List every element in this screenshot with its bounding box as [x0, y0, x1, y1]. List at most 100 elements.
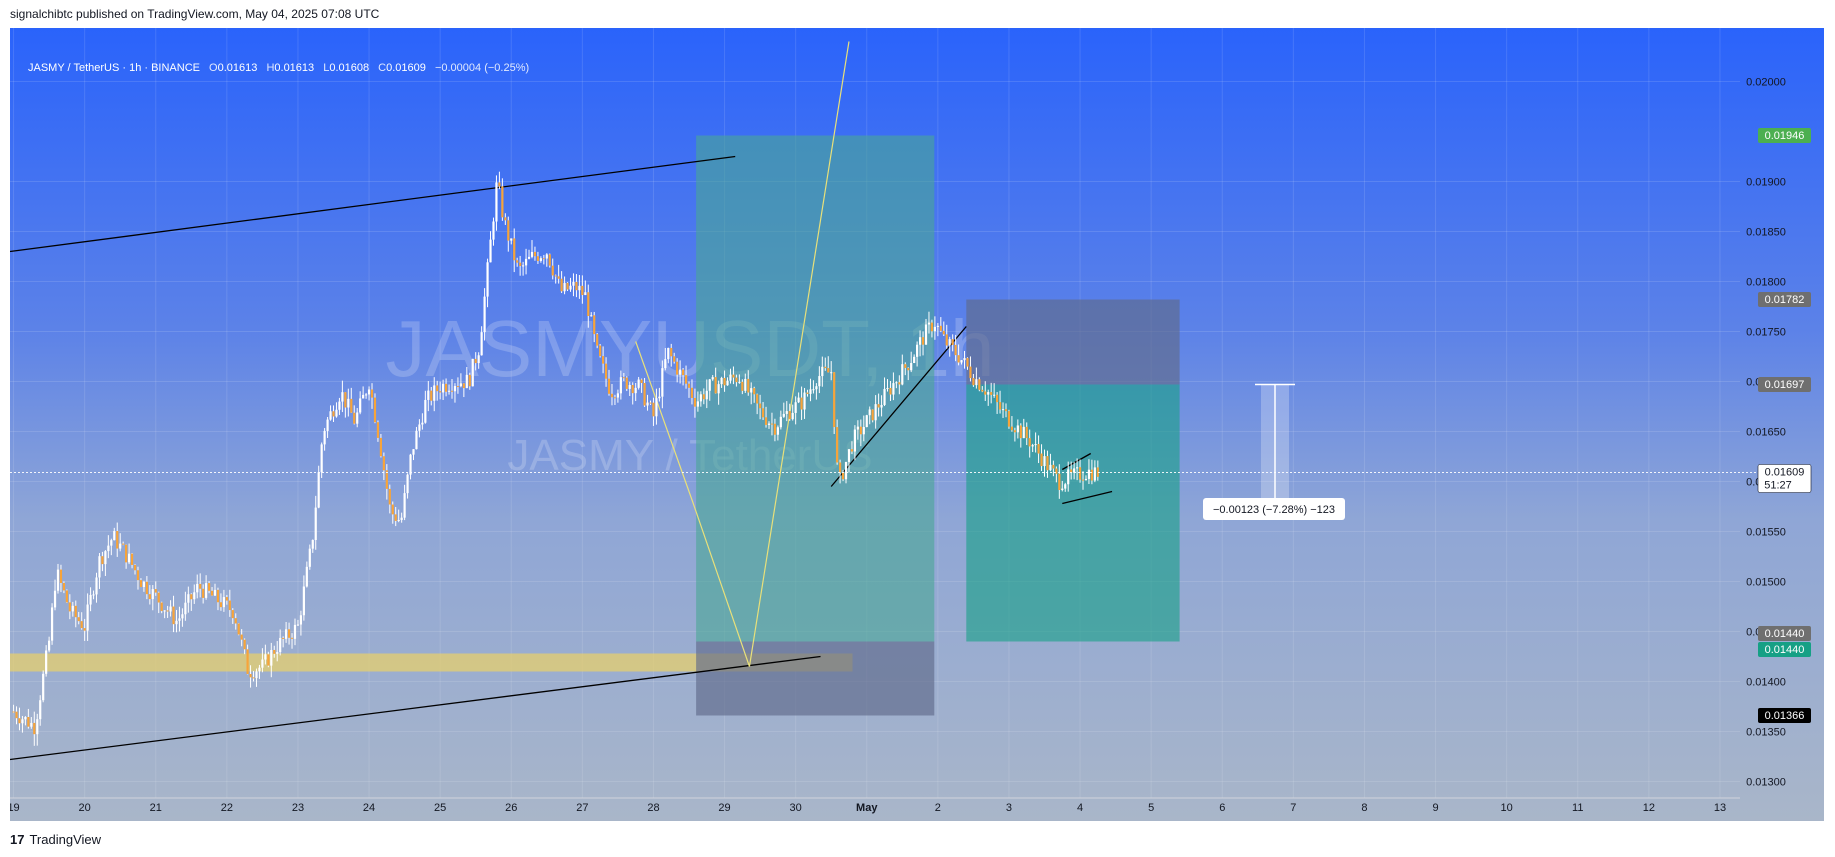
candle-body	[554, 275, 557, 277]
candle-body	[530, 251, 534, 257]
candle-body	[270, 649, 273, 666]
candle-body	[827, 368, 830, 373]
candle-body	[913, 356, 916, 363]
candle-body	[1001, 409, 1005, 411]
chart-area[interactable]: JASMYUSDT, 1h JASMY / TetherUS −0.00123 …	[10, 28, 1824, 821]
candle-body	[290, 637, 294, 639]
candle-body	[71, 605, 74, 612]
candle-body	[625, 377, 628, 389]
candle-body	[809, 389, 812, 394]
candle-body	[599, 345, 602, 357]
candle-body	[252, 677, 255, 679]
candle-body	[282, 637, 285, 639]
candle-body	[1081, 479, 1085, 481]
price-badge-label: 0.01782	[1765, 294, 1805, 306]
candle-body	[397, 519, 400, 521]
candle-body	[486, 262, 489, 297]
y-tick-label: 0.01900	[1746, 177, 1786, 189]
candle-body	[569, 285, 572, 290]
candle-body	[637, 379, 640, 388]
x-tick-label: 3	[1006, 802, 1012, 814]
candle-body	[601, 356, 605, 364]
candle-body	[836, 427, 839, 463]
candle-body	[391, 504, 394, 515]
candle-body	[714, 377, 717, 394]
candle-body	[690, 387, 694, 398]
candle-body	[507, 220, 510, 241]
candle-body	[427, 390, 430, 400]
candle-body	[927, 322, 931, 325]
candle-body	[590, 315, 593, 317]
candle-body	[362, 394, 365, 399]
candle-body	[471, 358, 474, 387]
candle-body	[542, 258, 545, 260]
candle-body	[483, 296, 486, 333]
candle-body	[326, 419, 329, 431]
candle-body	[59, 569, 63, 583]
candle-body	[871, 409, 874, 421]
candle-body	[696, 401, 699, 407]
candle-body	[527, 256, 531, 259]
x-tick-label: 28	[647, 802, 659, 814]
symbol-legend: JASMY / TetherUS · 1h · BINANCE O0.01613…	[28, 62, 529, 74]
price-chart[interactable]: JASMYUSDT, 1h JASMY / TetherUS −0.00123 …	[10, 28, 1824, 821]
candle-body	[139, 580, 143, 587]
candle-body	[261, 659, 264, 668]
legend-low-value: 0.01608	[329, 62, 370, 74]
candle-body	[142, 581, 146, 587]
candle-body	[966, 358, 969, 367]
candle-body	[433, 385, 436, 401]
candle-body	[670, 347, 673, 357]
candle-body	[341, 392, 344, 402]
candle-body	[1049, 464, 1052, 471]
candle-body	[65, 590, 68, 603]
candle-body	[45, 650, 48, 674]
candle-body	[649, 402, 652, 404]
candle-body	[1037, 444, 1040, 454]
candle-body	[750, 388, 753, 393]
candle-body	[735, 377, 738, 383]
candle-body	[501, 186, 504, 218]
price-badge-label: 0.01440	[1765, 644, 1805, 656]
candle-body	[744, 378, 747, 391]
candle-body	[972, 378, 975, 386]
candle-body	[110, 540, 113, 546]
candle-body	[359, 398, 362, 413]
price-badge-label: 0.01609	[1765, 467, 1805, 479]
candle-body	[815, 386, 818, 390]
candle-body	[462, 383, 465, 389]
candle-body	[1052, 464, 1055, 469]
candle-body	[406, 474, 409, 494]
candle-body	[862, 426, 865, 435]
y-tick-label: 0.01350	[1746, 727, 1786, 739]
candle-body	[833, 372, 836, 428]
candle-body	[536, 256, 540, 261]
x-axis-band	[10, 798, 1824, 821]
legend-close-label: C	[378, 62, 387, 74]
candle-body	[655, 398, 658, 417]
candle-body	[779, 416, 782, 428]
candle-body	[190, 594, 193, 600]
price-badge	[1758, 626, 1811, 641]
candle-body	[74, 605, 77, 618]
candle-body	[498, 182, 501, 187]
candle-body	[311, 540, 314, 549]
candle-body	[782, 413, 785, 417]
candle-body	[764, 417, 768, 425]
candle-body	[302, 586, 305, 616]
candle-body	[86, 604, 89, 631]
x-tick-label: 6	[1219, 802, 1225, 814]
line-flag-lower	[1062, 490, 1113, 505]
candle-body	[317, 472, 320, 508]
candle-body	[418, 424, 421, 431]
candle-body	[516, 260, 519, 263]
zone-short-target	[966, 384, 1180, 642]
candle-body	[202, 588, 205, 598]
line-upper-channel	[10, 155, 736, 253]
candle-body	[560, 278, 563, 292]
tradingview-footer[interactable]: 17 TradingView	[10, 832, 101, 847]
candle-body	[951, 339, 954, 345]
candle-body	[841, 472, 845, 480]
candle-body	[338, 401, 341, 410]
candle-body	[133, 564, 137, 571]
